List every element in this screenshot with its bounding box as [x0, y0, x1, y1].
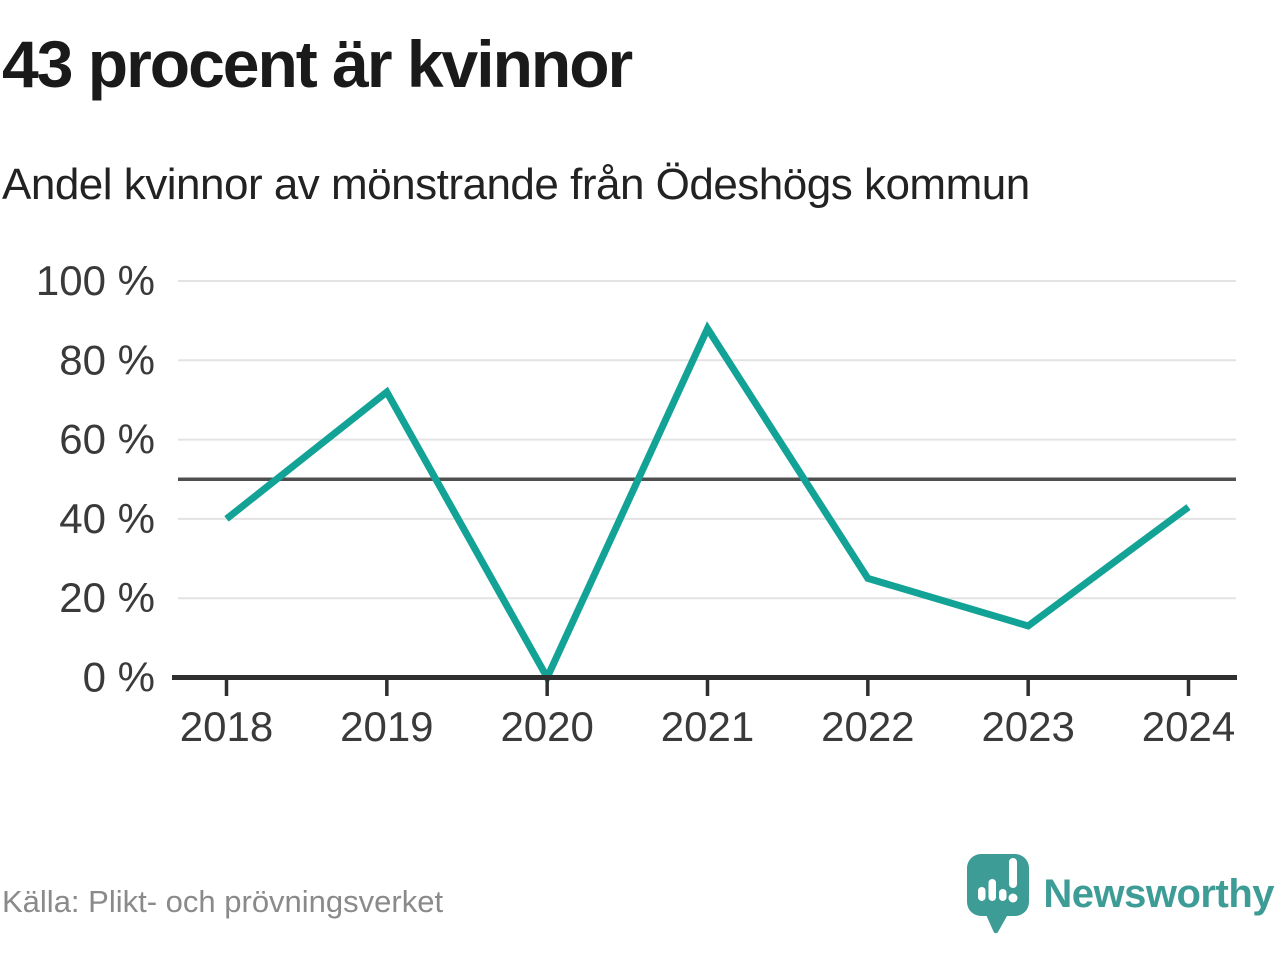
x-tick-label: 2021	[661, 703, 754, 750]
newsworthy-bubble-icon	[967, 854, 1030, 934]
x-tick-label: 2023	[981, 703, 1074, 750]
bar-small-icon	[978, 887, 986, 901]
brand-name: Newsworthy	[1043, 871, 1274, 916]
x-tick-label: 2018	[180, 703, 273, 750]
y-tick-label: 80 %	[59, 336, 155, 383]
bar-tall-icon	[988, 879, 997, 901]
y-tick-label: 60 %	[59, 416, 155, 463]
y-tick-label: 40 %	[59, 495, 155, 542]
y-tick-label: 20 %	[59, 574, 155, 621]
x-tick-label: 2019	[340, 703, 433, 750]
x-tick-label: 2024	[1142, 703, 1235, 750]
exclamation-dot-icon	[1008, 893, 1018, 903]
bar-medium-icon	[999, 889, 1007, 901]
page-title: 43 procent är kvinnor	[2, 27, 633, 101]
brand-logo: Newsworthy	[967, 854, 1274, 934]
exclamation-bar-icon	[1009, 858, 1018, 888]
x-tick-label: 2022	[821, 703, 914, 750]
chart-subtitle: Andel kvinnor av mönstrande från Ödeshög…	[2, 160, 1030, 209]
bubble-shape	[967, 854, 1030, 934]
data-line	[224, 321, 1191, 686]
source-note: Källa: Plikt- och prövningsverket	[2, 884, 444, 919]
y-tick-label: 100 %	[36, 257, 155, 304]
x-tick-label: 2020	[500, 703, 593, 750]
y-tick-label: 0 %	[83, 654, 155, 701]
